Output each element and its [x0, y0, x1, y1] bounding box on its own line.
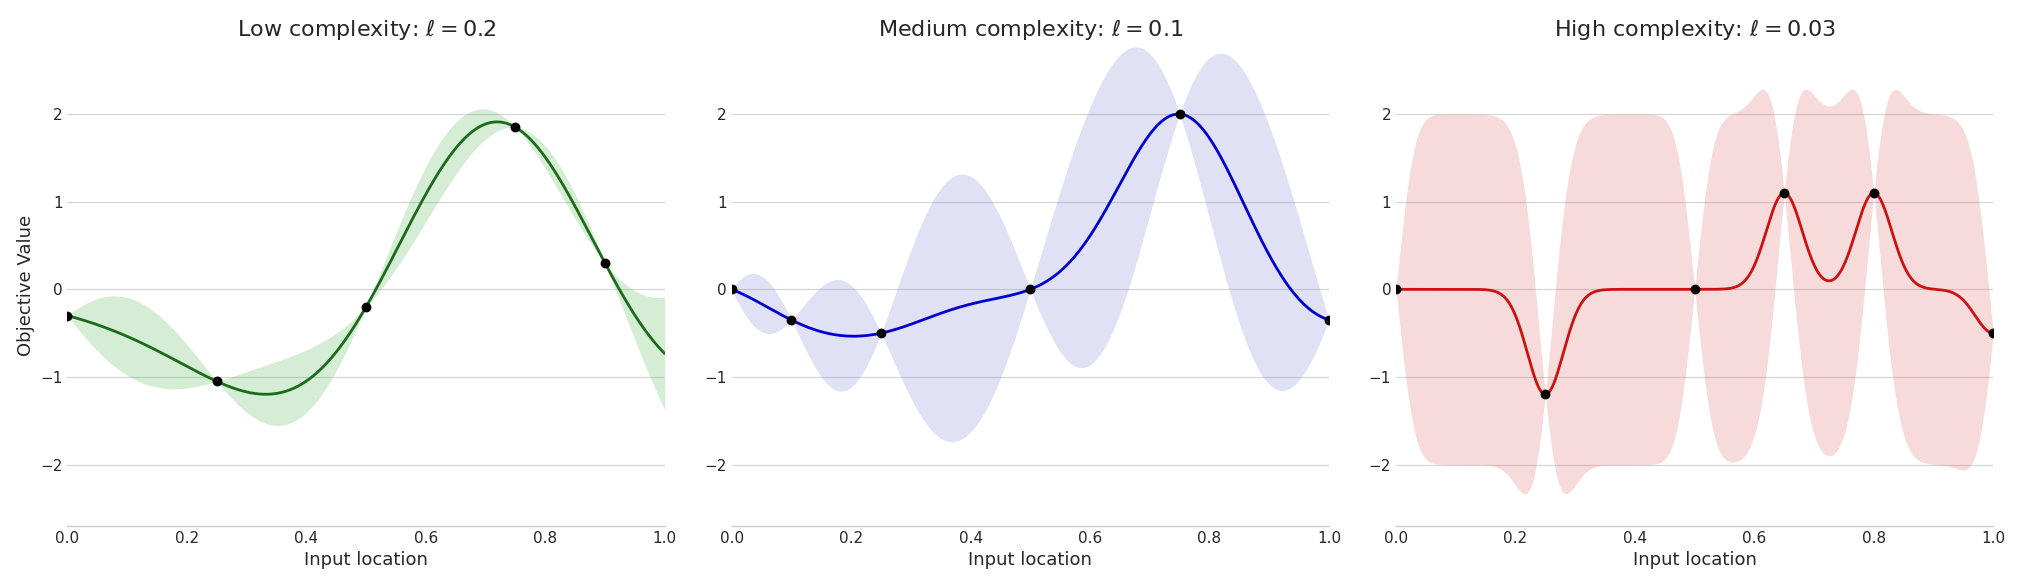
Title: Medium complexity: $\ell = 0.1$: Medium complexity: $\ell = 0.1$	[878, 16, 1183, 42]
Point	[350, 302, 382, 312]
Point	[1529, 390, 1561, 399]
X-axis label: Input location: Input location	[1632, 551, 1757, 570]
Point	[1858, 188, 1891, 197]
Point	[200, 377, 233, 386]
Point	[51, 311, 83, 321]
Point	[1015, 285, 1047, 294]
X-axis label: Input location: Input location	[969, 551, 1092, 570]
Point	[1767, 188, 1800, 197]
Point	[1163, 110, 1195, 119]
Point	[1312, 315, 1345, 325]
Point	[1978, 329, 2010, 338]
Y-axis label: Objective Value: Objective Value	[16, 214, 34, 356]
Point	[774, 315, 807, 325]
Point	[1379, 285, 1411, 294]
Point	[499, 122, 532, 132]
Title: High complexity: $\ell = 0.03$: High complexity: $\ell = 0.03$	[1553, 16, 1836, 42]
Point	[588, 258, 621, 268]
Point	[1678, 285, 1711, 294]
Point	[865, 329, 898, 338]
X-axis label: Input location: Input location	[303, 551, 429, 570]
Point	[716, 285, 748, 294]
Title: Low complexity: $\ell = 0.2$: Low complexity: $\ell = 0.2$	[237, 16, 495, 42]
